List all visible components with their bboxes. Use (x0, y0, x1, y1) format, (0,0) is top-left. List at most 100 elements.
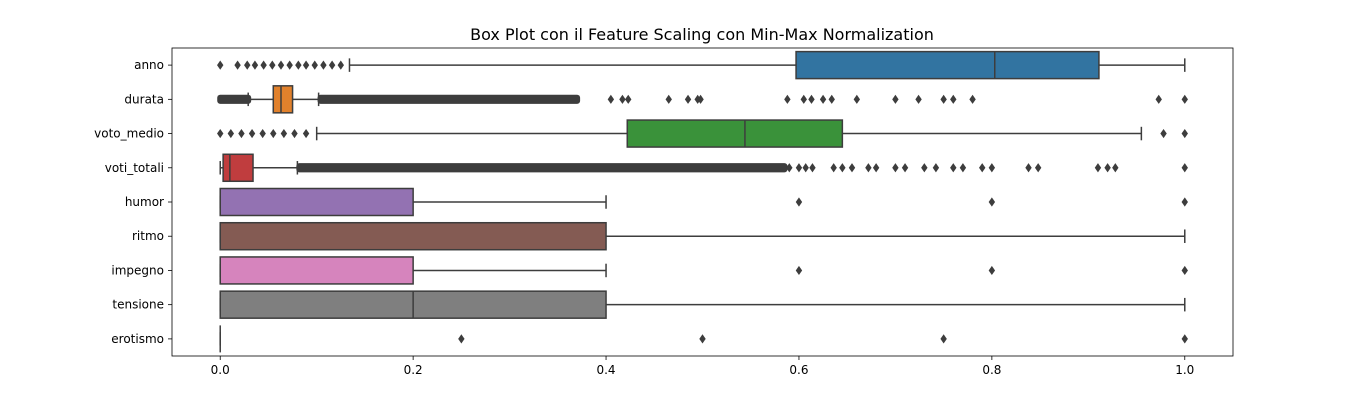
outlier-anno-1 (234, 60, 241, 70)
outlier-voti-totali-2 (802, 163, 809, 173)
outlier-voti-totali-15 (979, 163, 986, 173)
outlier-voto-medio-3 (248, 128, 256, 139)
outlier-durata-4 (684, 94, 692, 104)
outlier-voto-medio-2 (238, 128, 245, 139)
outlier-durata-12 (853, 94, 861, 104)
outlier-erotismo-0 (458, 334, 465, 344)
outlier-voto-medio-6 (280, 128, 288, 139)
x-tick-label-1: 0.2 (404, 363, 423, 377)
y-tick-label-durata: durata (124, 92, 164, 106)
outlier-durata-13 (892, 94, 899, 104)
outlier-anno-5 (269, 60, 276, 70)
outlier-anno-12 (328, 60, 336, 70)
outlier-anno-13 (337, 60, 344, 70)
outlier-humor-0 (795, 197, 803, 207)
outlier-anno-4 (260, 60, 267, 70)
y-tick-label-erotismo: erotismo (111, 332, 164, 346)
x-tick-label-4: 0.8 (982, 363, 1001, 377)
outlier-durata-6 (697, 94, 704, 104)
outlier-voto-medio-9 (1160, 128, 1167, 139)
outlier-durata-19 (1181, 94, 1188, 104)
outlier-band-voti-totali-0 (296, 163, 788, 173)
outlier-voti-totali-22 (1181, 163, 1188, 173)
outlier-voti-totali-1 (795, 163, 803, 173)
y-tick-label-ritmo: ritmo (132, 229, 164, 243)
outlier-anno-6 (277, 60, 285, 70)
outlier-voti-totali-3 (809, 163, 816, 173)
y-tick-label-anno: anno (134, 58, 164, 72)
outlier-voti-totali-12 (932, 163, 940, 173)
x-tick-label-2: 0.4 (596, 363, 615, 377)
outlier-erotismo-2 (940, 334, 947, 344)
y-tick-label-voti-totali: voti_totali (105, 161, 164, 175)
x-tick-label-5: 1.0 (1175, 363, 1194, 377)
outlier-anno-9 (302, 60, 310, 70)
outlier-voti-totali-6 (848, 163, 856, 173)
outlier-durata-7 (784, 94, 791, 104)
outlier-durata-3 (665, 94, 672, 104)
outlier-impegno-0 (795, 265, 803, 276)
outlier-voti-totali-0 (786, 163, 793, 173)
outlier-band-durata-1 (317, 94, 581, 104)
outlier-durata-16 (950, 94, 957, 104)
outlier-voto-medio-7 (291, 128, 298, 139)
outlier-voti-totali-7 (865, 163, 872, 173)
box-anno (795, 50, 1100, 80)
outlier-durata-17 (969, 94, 976, 104)
outlier-voti-totali-11 (921, 163, 928, 173)
outlier-voti-totali-13 (950, 163, 957, 173)
outlier-voti-totali-5 (839, 163, 846, 173)
outlier-durata-2 (625, 94, 632, 104)
outlier-voti-totali-16 (988, 163, 996, 173)
outlier-durata-0 (607, 94, 615, 104)
outlier-voti-totali-18 (1034, 163, 1042, 173)
outlier-anno-2 (244, 60, 251, 70)
outlier-voti-totali-10 (901, 163, 909, 173)
chart-title: Box Plot con il Feature Scaling con Min-… (470, 25, 934, 44)
outlier-humor-2 (1181, 197, 1188, 207)
outlier-anno-10 (311, 60, 318, 70)
outlier-anno-8 (295, 60, 302, 70)
outlier-durata-9 (808, 94, 815, 104)
outlier-voto-medio-0 (217, 128, 224, 139)
outlier-impegno-1 (988, 265, 996, 276)
y-tick-label-impegno: impegno (111, 263, 164, 277)
outlier-voti-totali-19 (1094, 163, 1102, 173)
outlier-anno-11 (320, 60, 327, 70)
outlier-voti-totali-17 (1025, 163, 1032, 173)
outlier-voto-medio-1 (227, 128, 235, 139)
box-durata (272, 85, 294, 114)
outlier-voti-totali-14 (959, 163, 967, 173)
outlier-durata-10 (819, 94, 827, 104)
outlier-band-durata-0 (217, 94, 252, 104)
box-impegno (219, 256, 414, 285)
outlier-voti-totali-4 (830, 163, 837, 173)
y-tick-label-tensione: tensione (112, 298, 164, 312)
outlier-erotismo-3 (1181, 334, 1188, 344)
plot-frame (171, 47, 1234, 357)
box-humor (219, 187, 414, 217)
x-tick-label-3: 0.6 (789, 363, 808, 377)
outlier-voti-totali-21 (1112, 163, 1119, 173)
y-tick-label-humor: humor (125, 195, 164, 209)
outlier-anno-3 (251, 60, 259, 70)
outlier-voti-totali-8 (872, 163, 880, 173)
outlier-durata-11 (828, 94, 835, 104)
x-tick-label-0: 0.0 (211, 363, 230, 377)
outlier-anno-0 (217, 60, 224, 70)
outlier-voti-totali-9 (892, 163, 899, 173)
outlier-durata-1 (619, 94, 626, 104)
outlier-durata-14 (915, 94, 922, 104)
y-tick-label-voto-medio: voto_medio (94, 127, 164, 141)
outlier-voto-medio-5 (270, 128, 277, 139)
outlier-erotismo-1 (699, 334, 706, 344)
outlier-durata-18 (1155, 94, 1162, 104)
outlier-voto-medio-4 (259, 128, 266, 139)
outlier-impegno-2 (1181, 265, 1188, 276)
outlier-voto-medio-10 (1181, 128, 1188, 139)
outlier-voti-totali-20 (1104, 163, 1111, 173)
outlier-humor-1 (988, 197, 996, 207)
box-ritmo (219, 221, 607, 251)
